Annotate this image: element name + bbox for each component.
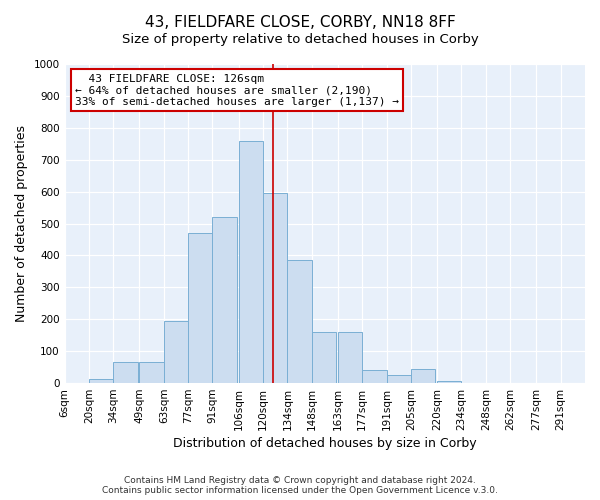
Bar — [362, 370, 386, 383]
Bar — [89, 379, 113, 383]
Text: 43, FIELDFARE CLOSE, CORBY, NN18 8FF: 43, FIELDFARE CLOSE, CORBY, NN18 8FF — [145, 15, 455, 30]
Text: 43 FIELDFARE CLOSE: 126sqm
← 64% of detached houses are smaller (2,190)
33% of s: 43 FIELDFARE CLOSE: 126sqm ← 64% of deta… — [75, 74, 399, 107]
Text: Size of property relative to detached houses in Corby: Size of property relative to detached ho… — [122, 32, 478, 46]
Bar — [386, 375, 411, 383]
Bar — [113, 362, 137, 383]
Bar — [212, 217, 237, 383]
X-axis label: Distribution of detached houses by size in Corby: Distribution of detached houses by size … — [173, 437, 476, 450]
Bar — [312, 332, 336, 383]
Bar — [188, 233, 212, 383]
Bar — [164, 321, 188, 383]
Bar — [338, 332, 362, 383]
Y-axis label: Number of detached properties: Number of detached properties — [15, 125, 28, 322]
Text: Contains HM Land Registry data © Crown copyright and database right 2024.
Contai: Contains HM Land Registry data © Crown c… — [102, 476, 498, 495]
Bar — [411, 368, 436, 383]
Bar — [139, 362, 164, 383]
Bar — [287, 260, 312, 383]
Bar — [239, 140, 263, 383]
Bar — [437, 380, 461, 383]
Bar — [263, 193, 287, 383]
